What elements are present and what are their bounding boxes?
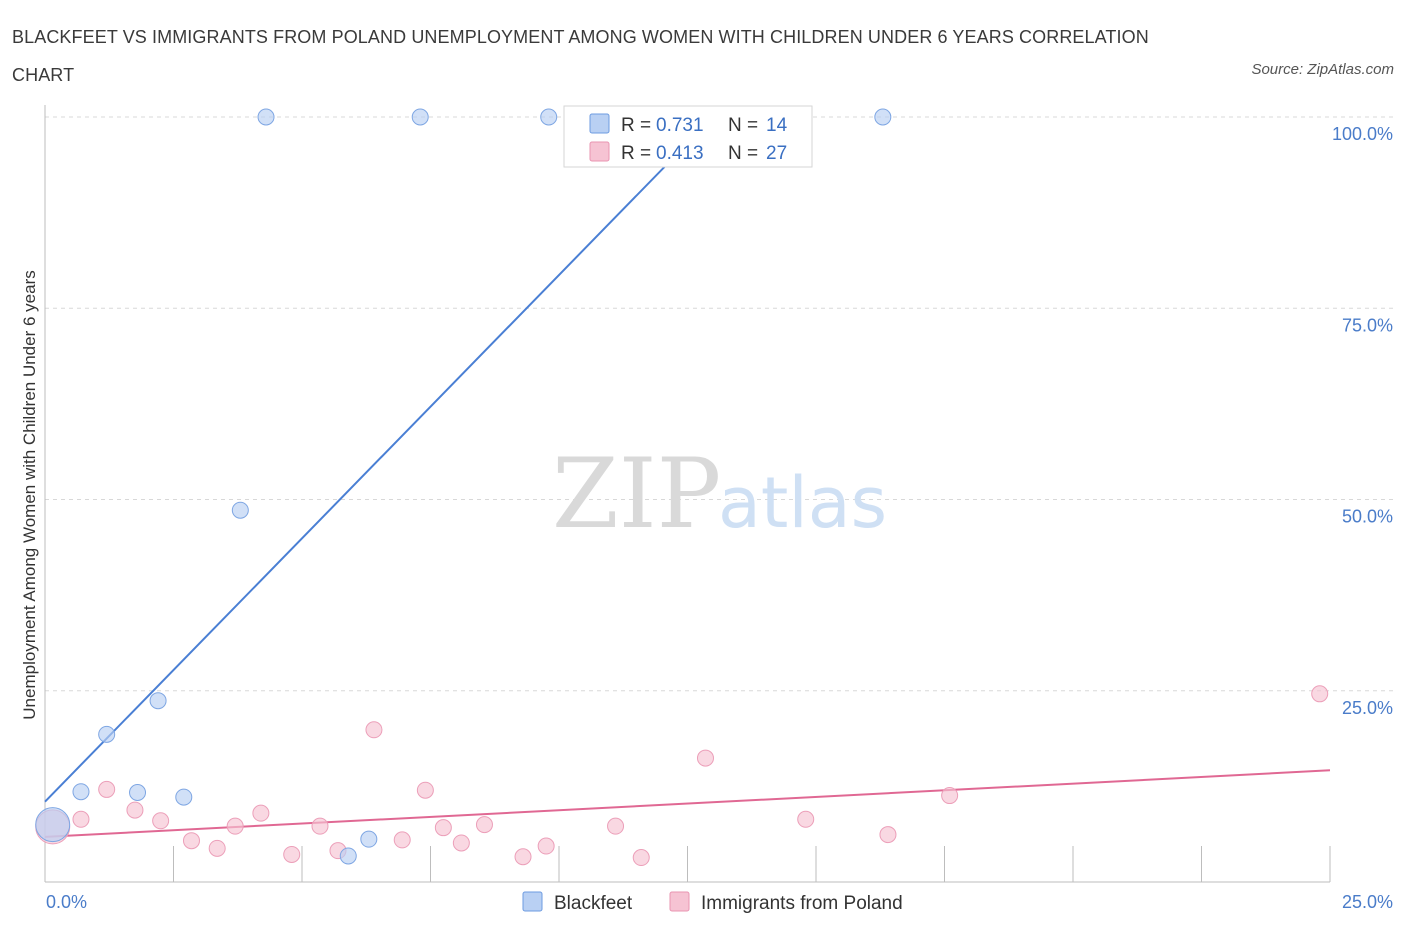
point-blackfeet [98,725,116,743]
bottom-legend-label-blackfeet: Blackfeet [554,893,633,914]
point-poland [226,817,244,835]
point-blackfeet [874,108,892,126]
point-poland [632,849,650,867]
y-axis-label: Unemployment Among Women with Children U… [20,270,39,719]
y-tick-label: 25.0% [1342,698,1393,718]
point-poland [393,831,411,849]
point-poland [283,845,301,863]
legend-swatch-blackfeet [589,113,610,134]
grid-lines [45,116,1395,692]
legend-n-label-2: N = [728,143,758,164]
point-blackfeet [339,847,357,865]
point-poland [152,812,170,830]
watermark-atlas: atlas [718,462,887,544]
correlation-legend: R = 0.731 N = 14 R = 0.413 N = 27 [563,105,813,168]
point-poland [72,810,90,828]
point-poland [98,780,116,798]
trend-lines [44,116,1331,838]
x-tick-labels: 0.0% 25.0% [46,892,1393,912]
trend-line-blackfeet [44,116,714,803]
point-poland [607,817,625,835]
point-poland [452,834,470,852]
point-poland [208,839,226,857]
legend-n-label-1: N = [728,115,758,136]
y-tick-labels: 25.0% 50.0% 75.0% 100.0% [1332,124,1393,718]
point-blackfeet [72,783,90,801]
bottom-legend-label-poland: Immigrants from Poland [701,893,903,914]
legend-r-label-2: R = [621,143,651,164]
point-blackfeet [540,108,558,126]
point-blackfeet [257,108,275,126]
point-poland [514,848,532,866]
point-blackfeet [411,108,429,126]
legend-n-value-2: 27 [766,143,787,164]
trend-line-poland [44,769,1331,838]
x-tick-label-max: 25.0% [1342,892,1393,912]
bottom-legend-swatch-blackfeet [522,891,543,912]
point-poland [537,837,555,855]
legend-r-value-2: 0.413 [656,143,704,164]
point-poland [182,832,200,850]
chart-title: BLACKFEET VS IMMIGRANTS FROM POLAND UNEM… [12,27,1149,85]
point-poland [416,781,434,799]
point-poland [126,801,144,819]
y-tick-label: 50.0% [1342,507,1393,527]
legend-n-value-1: 14 [766,115,788,136]
point-blackfeet [231,501,249,519]
legend-r-value-1: 0.731 [656,115,704,136]
watermark-zip: ZIP [552,438,721,550]
point-poland [696,749,714,767]
point-blackfeet [35,807,71,843]
point-blackfeet [149,692,167,710]
point-blackfeet [175,788,193,806]
bottom-legend-swatch-poland [669,891,690,912]
y-tick-label: 100.0% [1332,124,1393,144]
point-poland [879,826,897,844]
point-blackfeet [129,783,147,801]
point-blackfeet [360,830,378,848]
point-poland [311,817,329,835]
source-label: Source: ZipAtlas.com [1251,61,1394,78]
x-tick-label-min: 0.0% [46,892,87,912]
legend-r-label-1: R = [621,115,651,136]
point-poland [365,721,383,739]
point-poland [475,816,493,834]
legend-swatch-poland [589,141,610,162]
y-tick-label: 75.0% [1342,315,1393,335]
series-legend: Blackfeet Immigrants from Poland [522,891,903,914]
point-poland [1311,685,1329,703]
point-poland [252,804,270,822]
point-poland [434,819,452,837]
axes [44,105,1331,883]
point-poland [941,787,959,805]
point-poland [797,810,815,828]
